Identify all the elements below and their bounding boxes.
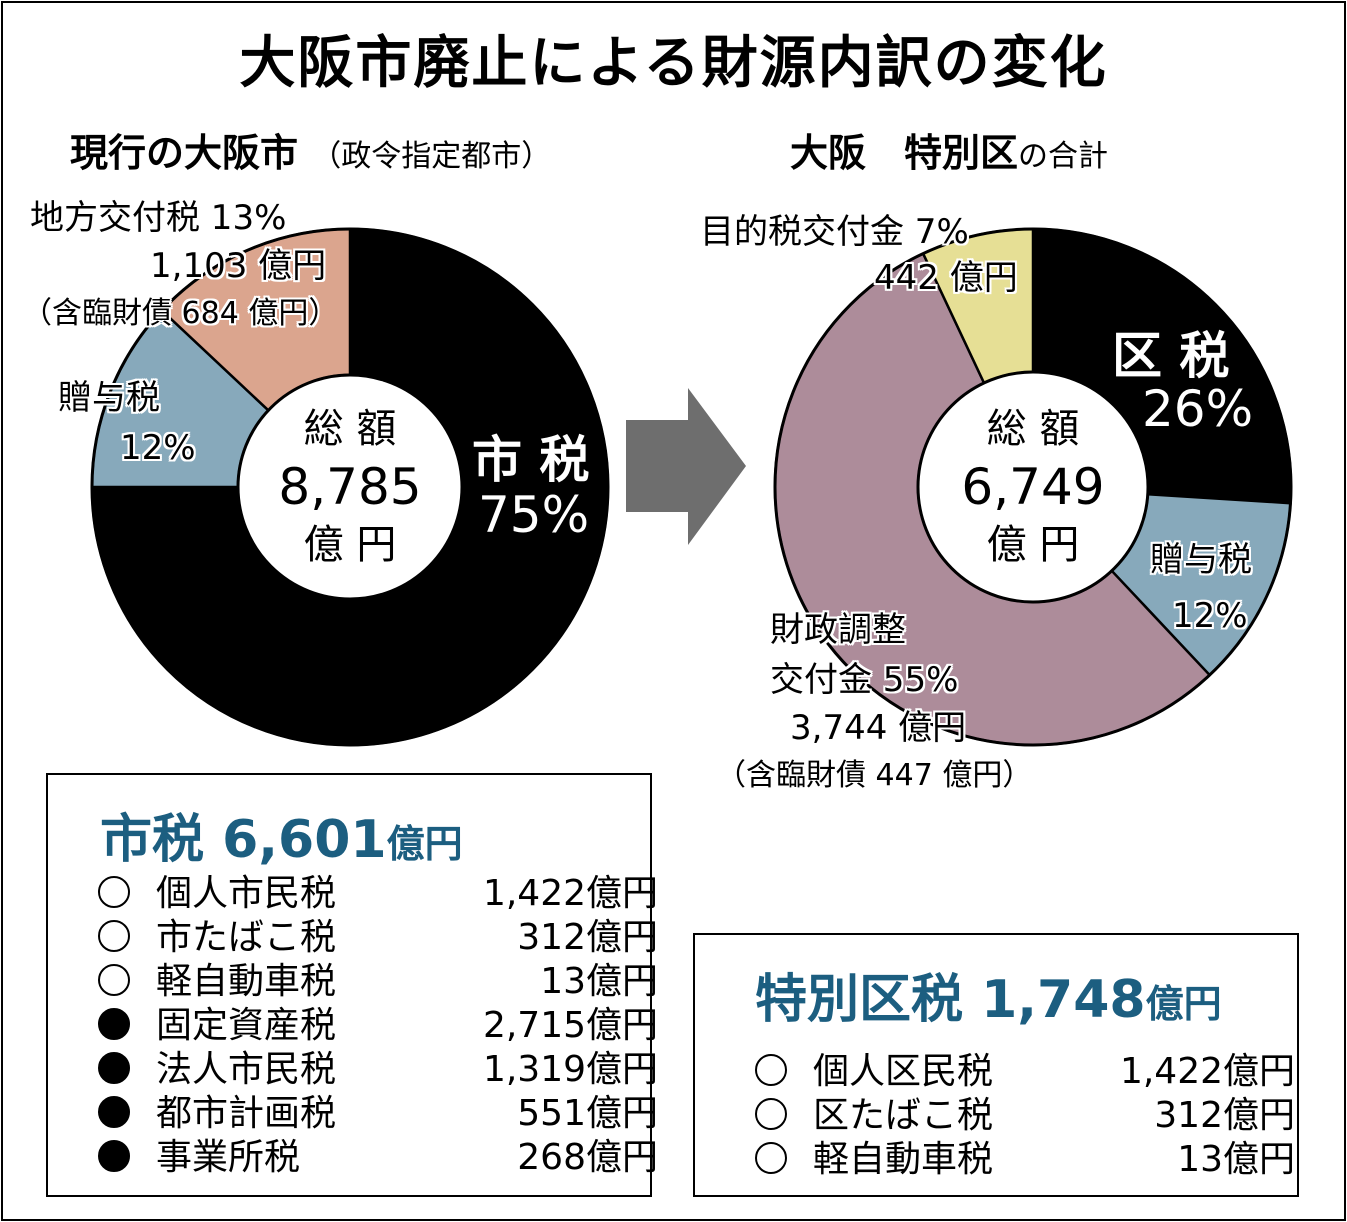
label-purpose-tax-grant-amount: 442 億円	[874, 258, 1018, 298]
label-city-tax-pct: 75%	[478, 486, 590, 544]
label-local-allocation-note: （含臨財債 684 億円）	[22, 296, 339, 331]
label-gift-tax-right: 贈与税	[1150, 540, 1252, 580]
arrow-icon	[626, 388, 746, 545]
right-center-total: 総 額 6,749 億 円	[933, 400, 1133, 574]
tax-item-value: 13億円	[540, 961, 658, 1002]
label-fiscal-adjustment-note: （含臨財債 447 億円）	[716, 758, 1033, 793]
tax-item-name: 個人市民税	[156, 873, 337, 914]
tax-item-row: 個人区民税 1,422億円	[755, 1050, 1295, 1094]
open-circle-icon	[98, 964, 130, 996]
tax-item-name: 市たばこ税	[156, 917, 337, 958]
tax-item-value: 268億円	[517, 1137, 658, 1178]
label-city-tax: 市 税	[472, 431, 590, 489]
tax-item-name: 事業所税	[156, 1137, 301, 1178]
filled-circle-icon	[98, 1008, 130, 1040]
filled-circle-icon	[98, 1096, 130, 1128]
right-chart-heading: 大阪 特別区の合計	[790, 122, 1108, 177]
tax-item-name: 都市計画税	[156, 1093, 337, 1134]
ward-tax-total: 特別区税 1,748	[755, 970, 1146, 1030]
label-ward-tax-pct: 26%	[1142, 380, 1254, 438]
city-tax-total: 市税 6,601	[100, 810, 387, 870]
left-total-label: 総 額	[303, 406, 397, 452]
tax-item-row: 固定資産税 2,715億円	[98, 1004, 658, 1048]
tax-item-name: 軽自動車税	[813, 1139, 994, 1180]
ward-tax-unit: 億円	[1145, 982, 1222, 1026]
open-circle-icon	[98, 876, 130, 908]
right-total-label: 総 額	[986, 406, 1080, 452]
open-circle-icon	[755, 1098, 787, 1130]
label-purpose-tax-grant: 目的税交付金 7%	[700, 212, 969, 252]
ward-tax-box-title: 特別区税 1,748億円	[755, 957, 1222, 1032]
city-tax-box: 市税 6,601億円 個人市民税 1,422億円市たばこ税 312億円軽自動車税 13…	[46, 773, 658, 1197]
right-chart-title: 大阪 特別区	[790, 131, 1019, 175]
right-total-value: 6,749	[961, 458, 1105, 516]
tax-item-row: 法人市民税 1,319億円	[98, 1048, 658, 1092]
left-chart-heading: 現行の大阪市 （政令指定都市）	[70, 122, 551, 177]
left-center-total: 総 額 8,785 億 円	[250, 400, 450, 574]
ward-tax-box: 特別区税 1,748億円 個人区民税 1,422億円 区たばこ税 312億円 軽自動車税…	[693, 933, 1299, 1197]
filled-circle-icon	[98, 1052, 130, 1084]
label-fiscal-adjustment-pct: 交付金 55%	[770, 660, 959, 700]
open-circle-icon	[755, 1142, 787, 1174]
donut-outline	[90, 227, 610, 747]
tax-item-value: 2,715億円	[482, 1005, 658, 1046]
label-gift-tax-left-pct: 12%	[120, 428, 196, 468]
tax-item-row: 市たばこ税 312億円	[98, 916, 658, 960]
tax-item-value: 551億円	[517, 1093, 658, 1134]
tax-item-value: 312億円	[517, 917, 658, 958]
right-total-unit: 億 円	[986, 522, 1080, 568]
donut-hole	[916, 370, 1150, 604]
filled-circle-icon	[98, 1140, 130, 1172]
tax-item-row: 事業所税 268億円	[98, 1136, 658, 1180]
donut-hole	[236, 373, 464, 601]
donut-outline	[773, 227, 1293, 747]
label-gift-tax-right-pct: 12%	[1172, 596, 1248, 636]
left-total-unit: 億 円	[303, 522, 397, 568]
tax-item-value: 312億円	[1154, 1095, 1295, 1136]
tax-item-value: 1,422億円	[1119, 1051, 1295, 1092]
tax-item-row: 区たばこ税 312億円	[755, 1094, 1295, 1138]
label-fiscal-adjustment-amount: 3,744 億円	[790, 708, 967, 748]
city-tax-unit: 億円	[386, 822, 463, 866]
tax-item-name: 法人市民税	[156, 1049, 337, 1090]
right-donut	[773, 227, 1293, 747]
tax-item-row: 都市計画税 551億円	[98, 1092, 658, 1136]
tax-item-value: 13億円	[1177, 1139, 1295, 1180]
tax-item-row: 個人市民税 1,422億円	[98, 872, 658, 916]
left-donut	[90, 227, 610, 747]
tax-item-value: 1,319億円	[482, 1049, 658, 1090]
tax-item-row: 軽自動車税 13億円	[755, 1138, 1295, 1182]
left-total-value: 8,785	[278, 458, 422, 516]
open-circle-icon	[98, 920, 130, 952]
tax-item-name: 固定資産税	[156, 1005, 337, 1046]
label-gift-tax-left: 贈与税	[58, 378, 160, 418]
label-fiscal-adjustment: 財政調整	[770, 610, 906, 650]
label-local-allocation-tax: 地方交付税 13%	[30, 198, 287, 238]
tax-item-row: 軽自動車税 13億円	[98, 960, 658, 1004]
open-circle-icon	[755, 1054, 787, 1086]
tax-item-name: 区たばこ税	[813, 1095, 994, 1136]
label-local-allocation-amount: 1,103 億円	[150, 246, 327, 286]
tax-item-name: 個人区民税	[813, 1051, 994, 1092]
left-chart-title: 現行の大阪市	[70, 131, 299, 175]
label-ward-tax: 区 税	[1112, 327, 1230, 385]
tax-item-value: 1,422億円	[482, 873, 658, 914]
left-chart-subtitle: （政令指定都市）	[311, 139, 552, 174]
city-tax-box-title: 市税 6,601億円	[100, 797, 463, 872]
tax-item-name: 軽自動車税	[156, 961, 337, 1002]
figure-title: 大阪市廃止による財源内訳の変化	[239, 31, 1108, 96]
right-chart-subtitle: の合計	[1018, 139, 1109, 174]
